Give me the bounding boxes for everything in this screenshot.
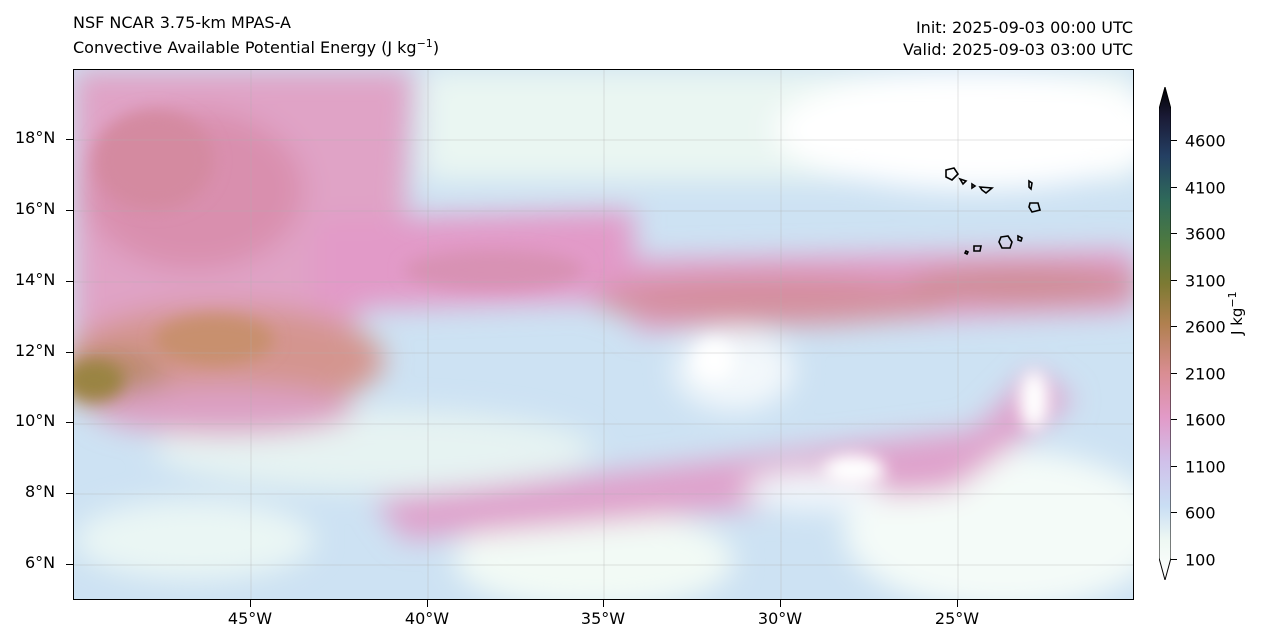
init-time: Init: 2025-09-03 00:00 UTC bbox=[915, 18, 1133, 37]
colorbar-tickmark bbox=[1171, 559, 1177, 560]
lat-tickmark bbox=[66, 493, 73, 494]
colorbar-label: 3100 bbox=[1185, 271, 1226, 291]
cape-map bbox=[73, 69, 1134, 600]
colorbar-tickmark bbox=[1171, 187, 1177, 188]
field-title: Convective Available Potential Energy (J… bbox=[73, 37, 440, 57]
lon-label: 30°W bbox=[757, 609, 803, 628]
lat-label: 14°N bbox=[15, 270, 56, 289]
colorbar-label: 2100 bbox=[1185, 364, 1226, 384]
lat-label: 8°N bbox=[25, 482, 56, 501]
cape-field-image bbox=[74, 70, 1133, 599]
colorbar-tickmark bbox=[1171, 373, 1177, 374]
lon-tickmark bbox=[250, 600, 251, 607]
lat-tickmark bbox=[66, 352, 73, 353]
lon-tickmark bbox=[603, 600, 604, 607]
lat-tickmark bbox=[66, 422, 73, 423]
lon-label: 35°W bbox=[580, 609, 626, 628]
lat-label: 10°N bbox=[15, 411, 56, 430]
colorbar-unit: J kg−1 bbox=[1226, 291, 1246, 335]
lat-tickmark bbox=[66, 139, 73, 140]
lon-label: 40°W bbox=[404, 609, 450, 628]
colorbar-label: 4100 bbox=[1185, 178, 1226, 198]
colorbar-tickmark bbox=[1171, 140, 1177, 141]
colorbar-label: 1600 bbox=[1185, 410, 1226, 430]
lon-tickmark bbox=[427, 600, 428, 607]
lat-tickmark bbox=[66, 210, 73, 211]
lat-label: 6°N bbox=[25, 553, 56, 572]
colorbar-label: 4600 bbox=[1185, 131, 1226, 151]
colorbar-label: 600 bbox=[1185, 503, 1216, 523]
colorbar-tickmark bbox=[1171, 280, 1177, 281]
valid-time: Valid: 2025-09-03 03:00 UTC bbox=[902, 40, 1133, 59]
colorbar-tickmark bbox=[1171, 466, 1177, 467]
colorbar-tickmark bbox=[1171, 419, 1177, 420]
colorbar-label: 2600 bbox=[1185, 317, 1226, 337]
lat-tickmark bbox=[66, 564, 73, 565]
island-outlines bbox=[945, 167, 1041, 256]
colorbar-tickmark bbox=[1171, 326, 1177, 327]
lon-tickmark bbox=[780, 600, 781, 607]
lat-tickmark bbox=[66, 281, 73, 282]
colorbar-tickmark bbox=[1171, 233, 1177, 234]
model-title: NSF NCAR 3.75-km MPAS-A bbox=[73, 13, 291, 32]
colorbar bbox=[1159, 87, 1171, 580]
colorbar-label: 3600 bbox=[1185, 224, 1226, 244]
lon-tickmark bbox=[957, 600, 958, 607]
colorbar-tickmark bbox=[1171, 512, 1177, 513]
colorbar-label: 100 bbox=[1185, 550, 1216, 570]
lat-label: 12°N bbox=[15, 341, 56, 360]
colorbar-label: 1100 bbox=[1185, 457, 1226, 477]
lat-label: 16°N bbox=[15, 199, 56, 218]
lon-label: 45°W bbox=[227, 609, 273, 628]
lat-label: 18°N bbox=[15, 128, 56, 147]
lon-label: 25°W bbox=[934, 609, 980, 628]
